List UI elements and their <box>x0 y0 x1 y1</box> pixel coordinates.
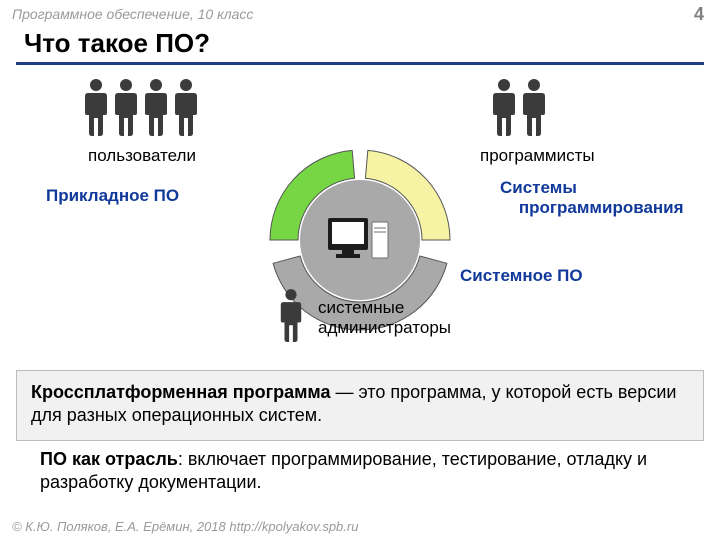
body-term: ПО как отрасль <box>40 449 178 469</box>
label-system-software: Системное ПО <box>460 266 583 286</box>
diagram-area: пользователи Прикладное ПО программисты … <box>0 70 720 360</box>
header-text: Программное обеспечение, 10 класс <box>12 6 253 22</box>
callout-term: Кроссплатформенная программа <box>31 382 331 402</box>
slide-title: Что такое ПО? <box>24 28 210 59</box>
label-programmers: программисты <box>480 146 595 166</box>
callout-box: Кроссплатформенная программа — это прогр… <box>16 370 704 441</box>
title-underline <box>16 62 704 65</box>
label-applied-software: Прикладное ПО <box>46 186 179 206</box>
footer-text: © К.Ю. Поляков, Е.А. Ерёмин, 2018 http:/… <box>12 519 358 534</box>
page-number: 4 <box>694 4 704 25</box>
programmers-group <box>490 78 548 138</box>
users-group <box>82 78 200 138</box>
label-sysadmins: системные администраторы <box>318 298 451 337</box>
label-users: пользователи <box>88 146 196 166</box>
body-text: ПО как отрасль: включает программировани… <box>40 448 680 495</box>
sysadmin-figure <box>278 288 304 349</box>
label-programming-systems: Системы программирования <box>500 178 684 218</box>
